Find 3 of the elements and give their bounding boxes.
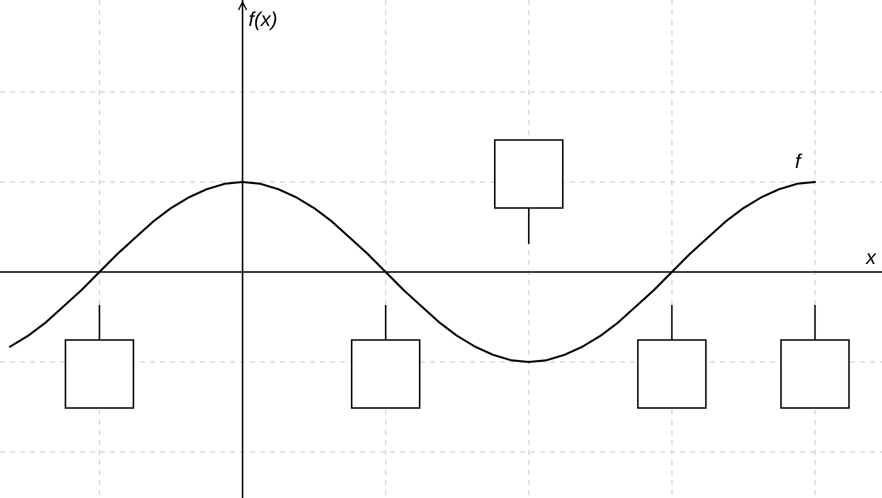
- x-axis-title: x: [865, 247, 877, 269]
- text: f(x): [248, 9, 278, 31]
- text: f: [795, 151, 803, 173]
